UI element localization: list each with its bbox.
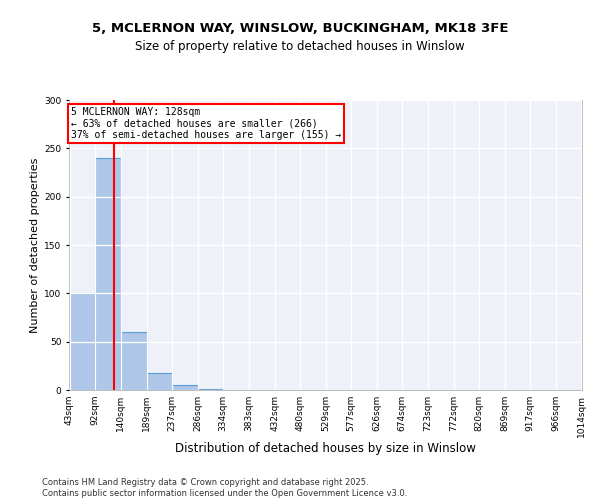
Bar <box>70 294 95 390</box>
Text: Contains HM Land Registry data © Crown copyright and database right 2025.
Contai: Contains HM Land Registry data © Crown c… <box>42 478 407 498</box>
Text: Size of property relative to detached houses in Winslow: Size of property relative to detached ho… <box>135 40 465 53</box>
Text: 5, MCLERNON WAY, WINSLOW, BUCKINGHAM, MK18 3FE: 5, MCLERNON WAY, WINSLOW, BUCKINGHAM, MK… <box>92 22 508 36</box>
Y-axis label: Number of detached properties: Number of detached properties <box>30 158 40 332</box>
Bar <box>197 389 223 390</box>
Text: 5 MCLERNON WAY: 128sqm
← 63% of detached houses are smaller (266)
37% of semi-de: 5 MCLERNON WAY: 128sqm ← 63% of detached… <box>71 107 341 140</box>
Bar <box>146 372 172 390</box>
Bar <box>121 332 146 390</box>
Bar <box>95 158 121 390</box>
Bar <box>172 385 197 390</box>
X-axis label: Distribution of detached houses by size in Winslow: Distribution of detached houses by size … <box>175 442 476 456</box>
